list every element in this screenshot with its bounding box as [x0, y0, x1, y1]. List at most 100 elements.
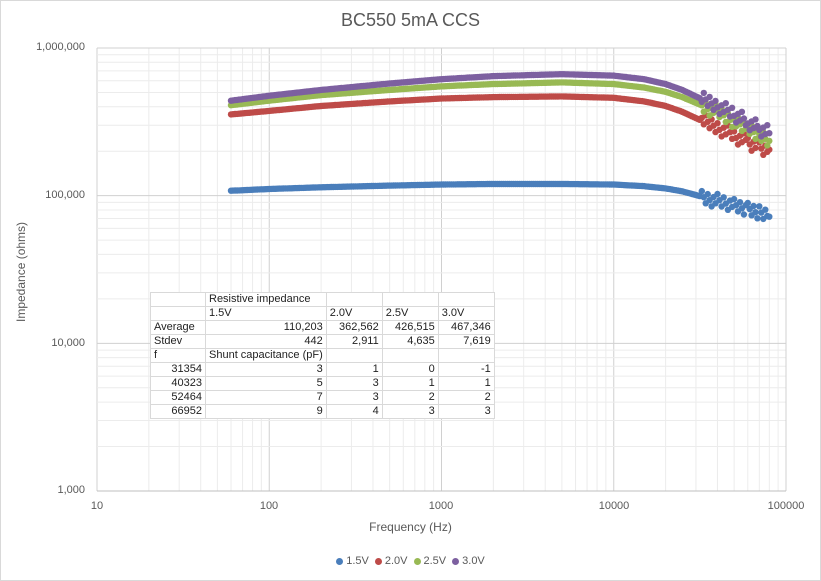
table-cell: 31354: [150, 362, 206, 377]
series-point-3.0V: [740, 115, 748, 122]
table-cell: 3: [205, 362, 327, 377]
table-cell: f: [150, 348, 206, 363]
series-point-1.5V: [704, 190, 711, 198]
legend-label: 3.0V: [462, 555, 485, 567]
series-point-1.5V: [762, 206, 769, 213]
table-row: 1.5V 2.0V 2.5V 3.0V: [150, 306, 495, 321]
y-tick-label: 10,000: [51, 337, 85, 349]
legend: 1.5V 2.0V 2.5V 3.0V: [0, 555, 821, 568]
table-cell: 66952: [150, 404, 206, 419]
table-cell: 9: [205, 404, 327, 419]
table-cell: [381, 292, 439, 307]
series-point-1.5V: [714, 190, 721, 198]
series-point-3.0V: [700, 89, 707, 97]
table-cell: 7: [205, 390, 327, 405]
table-row: Average 110,203 362,562 426,515 467,346: [150, 320, 495, 335]
series-point-1.5V: [744, 199, 751, 207]
series-point-3.0V: [752, 116, 759, 123]
series-point-3.0V: [706, 93, 713, 101]
legend-item: 1.5V: [336, 555, 369, 567]
table-cell: [437, 348, 495, 363]
legend-marker: [374, 557, 382, 565]
series-point-2.0V: [752, 144, 759, 152]
table-cell: [150, 292, 206, 307]
y-tick-label: 1,000,000: [36, 41, 85, 53]
table-cell: 40323: [150, 376, 206, 391]
table-cell: Shunt capacitance (pF): [205, 348, 327, 363]
table-cell: [437, 292, 495, 307]
series-point-1.5V: [720, 194, 727, 201]
legend-label: 2.0V: [384, 555, 408, 567]
legend-item: 2.5V: [413, 555, 447, 567]
table-cell: 426,515: [381, 320, 439, 335]
table-cell: 3: [437, 404, 495, 419]
series-point-1.5V: [752, 209, 759, 216]
y-tick-label: 100,000: [45, 189, 85, 201]
series-point-1.5V: [740, 211, 748, 218]
table-row: 66952 9 4 3 3: [150, 404, 495, 419]
table-row: f Shunt capacitance (pF): [150, 348, 495, 363]
table-cell: 2.0V: [325, 306, 383, 321]
table-cell: Resistive impedance: [205, 292, 327, 307]
series-point-3.0V: [766, 130, 773, 137]
data-table: Resistive impedance 1.5V 2.0V 2.5V 3.0V Avera…: [150, 292, 495, 419]
table-cell: [325, 348, 383, 363]
legend-item: 3.0V: [452, 555, 485, 567]
legend-marker: [452, 557, 460, 565]
series-point-1.5V: [756, 203, 763, 210]
table-cell: 3: [325, 390, 383, 405]
table-cell: 110,203: [205, 320, 327, 335]
table-cell: [325, 292, 383, 307]
table-cell: Stdev: [150, 334, 206, 349]
series-point-3.0V: [728, 104, 736, 112]
table-cell: 2: [437, 390, 495, 405]
table-cell: Average: [150, 320, 206, 335]
table-row: 40323 5 3 1 1: [150, 376, 495, 391]
series-point-3.0V: [712, 97, 719, 105]
table-cell: 3: [325, 376, 383, 391]
legend-label: 2.5V: [423, 555, 447, 567]
series-point-3.0V: [722, 100, 729, 107]
table-cell: 52464: [150, 390, 206, 405]
table-row: 52464 7 3 2 2: [150, 390, 495, 405]
table-cell: 4: [325, 404, 383, 419]
table-cell: 2.5V: [381, 306, 439, 321]
legend-label: 1.5V: [346, 555, 369, 567]
series-point-2.0V: [714, 120, 721, 127]
table-cell: 1: [325, 362, 383, 377]
x-tick-label: 10: [90, 500, 104, 512]
series-point-1.5V: [754, 215, 761, 222]
series-point-1.5V: [750, 202, 757, 210]
x-axis-label: Frequency (Hz): [369, 520, 452, 534]
table-row: Resistive impedance: [150, 292, 495, 307]
table-row: 31354 3 1 0 -1: [150, 362, 495, 377]
legend-marker: [413, 557, 421, 565]
legend-item: 2.0V: [374, 555, 408, 567]
table-cell: -1: [437, 362, 495, 377]
series-point-2.5V: [766, 137, 773, 145]
table-cell: [381, 348, 439, 363]
series-point-2.5V: [752, 135, 759, 143]
table-row: Stdev 442 2,911 4,635 7,619: [150, 334, 495, 349]
table-cell: 3: [381, 404, 439, 419]
table-cell: 2: [381, 390, 439, 405]
table-cell: 362,562: [325, 320, 383, 335]
table-cell: [150, 306, 206, 321]
series-point-3.0V: [738, 108, 746, 116]
table-cell: 2,911: [325, 334, 383, 349]
x-tick-label: 1000: [428, 500, 454, 512]
x-tick-label: 10000: [598, 500, 630, 512]
chart-title: BC550 5mA CCS: [340, 10, 481, 30]
table-cell: 467,346: [437, 320, 495, 335]
legend-marker: [336, 557, 344, 565]
series-point-3.0V: [764, 122, 771, 129]
y-tick-label: 1,000: [57, 484, 85, 496]
table-cell: 3.0V: [437, 306, 495, 321]
x-tick-label: 100: [259, 500, 279, 512]
table-cell: 0: [381, 362, 439, 377]
table-cell: 442: [205, 334, 327, 349]
series-point-1.5V: [730, 195, 738, 203]
table-cell: 1.5V: [205, 306, 327, 321]
series-point-1.5V: [736, 199, 744, 206]
